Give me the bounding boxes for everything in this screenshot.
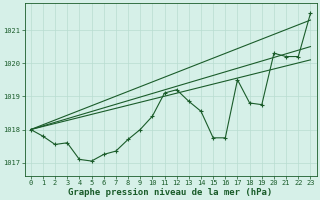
X-axis label: Graphe pression niveau de la mer (hPa): Graphe pression niveau de la mer (hPa) — [68, 188, 273, 197]
